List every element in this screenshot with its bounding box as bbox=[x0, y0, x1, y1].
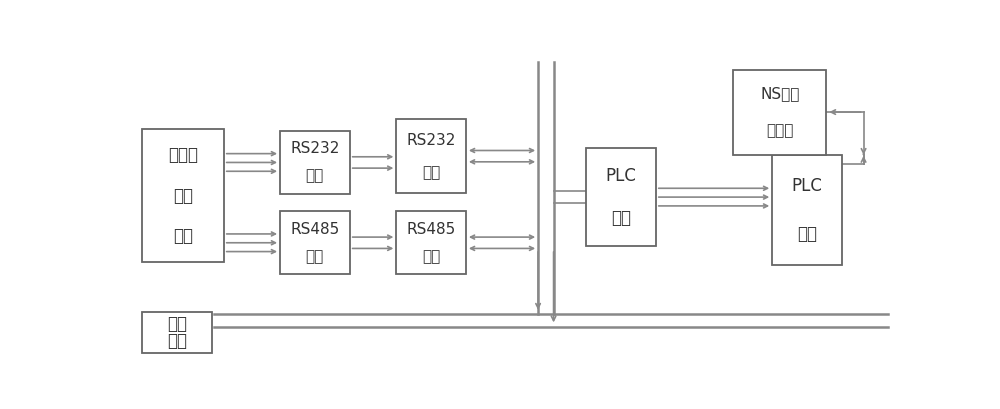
Bar bbox=[396, 119, 466, 193]
Text: 主机: 主机 bbox=[797, 225, 817, 243]
Text: RS485: RS485 bbox=[406, 222, 456, 236]
Text: 网关: 网关 bbox=[422, 249, 440, 264]
Text: PLC: PLC bbox=[792, 177, 822, 195]
Text: 显示屏: 显示屏 bbox=[766, 123, 794, 138]
Bar bbox=[586, 148, 656, 246]
Text: 接口: 接口 bbox=[306, 169, 324, 184]
Bar bbox=[772, 155, 842, 265]
Text: RS485: RS485 bbox=[290, 222, 340, 236]
Text: 电脑: 电脑 bbox=[173, 187, 193, 204]
Bar bbox=[733, 70, 826, 155]
Text: 网关: 网关 bbox=[611, 209, 631, 227]
Text: RS232: RS232 bbox=[406, 133, 456, 148]
Text: 节点: 节点 bbox=[167, 333, 187, 351]
Text: 主机: 主机 bbox=[173, 227, 193, 245]
Text: RS232: RS232 bbox=[290, 141, 340, 156]
Bar bbox=[142, 312, 212, 353]
Bar bbox=[142, 129, 224, 262]
Bar bbox=[280, 211, 350, 274]
Text: 接口: 接口 bbox=[306, 249, 324, 264]
Bar bbox=[280, 131, 350, 194]
Text: PLC: PLC bbox=[606, 167, 636, 185]
Text: 代理: 代理 bbox=[167, 315, 187, 333]
Bar bbox=[396, 211, 466, 274]
Text: NS触摸: NS触摸 bbox=[760, 86, 800, 101]
Text: 试验台: 试验台 bbox=[168, 146, 198, 164]
Text: 网关: 网关 bbox=[422, 165, 440, 180]
